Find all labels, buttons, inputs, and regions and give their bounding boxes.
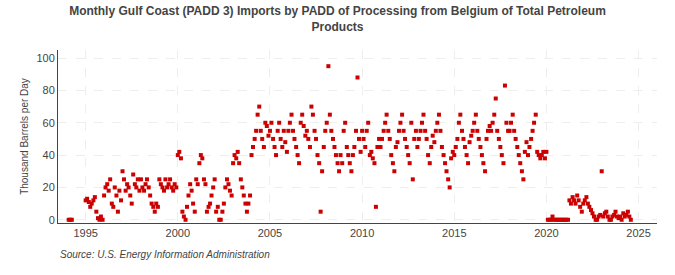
svg-text:2000: 2000 — [166, 227, 190, 239]
svg-text:Monthly Gulf Coast (PADD 3) Im: Monthly Gulf Coast (PADD 3) Imports by P… — [69, 4, 606, 34]
svg-text:Thousand Barrels per Day: Thousand Barrels per Day — [19, 78, 30, 195]
svg-text:40: 40 — [43, 149, 55, 161]
svg-text:1995: 1995 — [73, 227, 97, 239]
svg-text:2025: 2025 — [626, 227, 650, 239]
svg-text:2020: 2020 — [534, 227, 558, 239]
svg-text:20: 20 — [43, 181, 55, 193]
svg-text:60: 60 — [43, 117, 55, 129]
svg-text:80: 80 — [43, 84, 55, 96]
svg-text:100: 100 — [36, 52, 54, 64]
svg-text:2010: 2010 — [350, 227, 374, 239]
svg-text:0: 0 — [49, 214, 55, 226]
svg-text:Source: U.S. Energy Informatio: Source: U.S. Energy Information Administ… — [60, 249, 270, 260]
svg-text:2015: 2015 — [442, 227, 466, 239]
svg-text:2005: 2005 — [258, 227, 282, 239]
